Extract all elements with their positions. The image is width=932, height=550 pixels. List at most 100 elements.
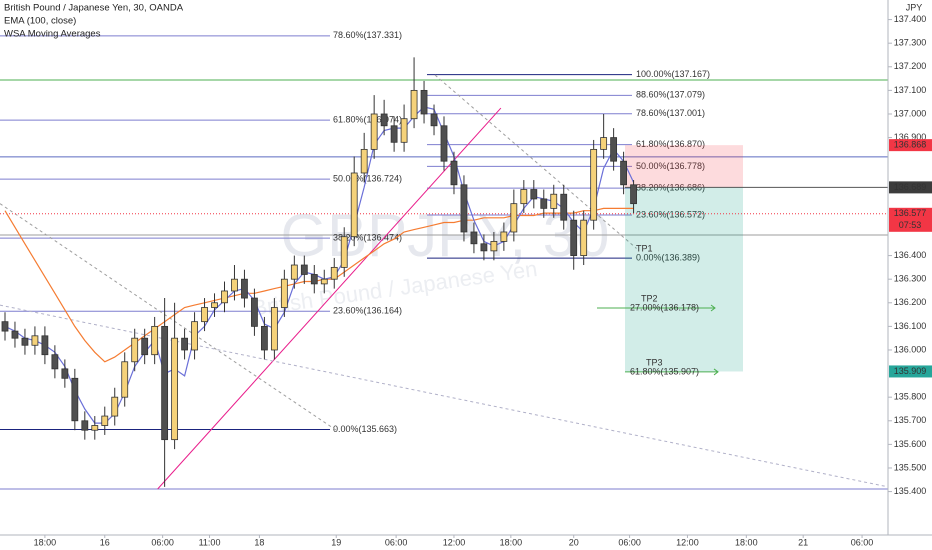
moving-average xyxy=(4,106,635,424)
candle-body xyxy=(21,337,29,346)
candle-body xyxy=(600,137,608,150)
fib-label: 38.20%(136.474) xyxy=(333,232,402,242)
x-tick-label: 19 xyxy=(331,537,341,547)
candle-body xyxy=(171,337,179,441)
candle-body xyxy=(440,125,448,162)
y-tick-label: 137.100 xyxy=(894,85,927,95)
x-tick-label: 16 xyxy=(100,537,110,547)
data-layer xyxy=(1,57,637,487)
target-arrow xyxy=(710,304,716,312)
price-tag xyxy=(889,181,932,194)
moving-average xyxy=(4,207,634,363)
target-name: TP3 xyxy=(646,357,663,367)
candle-body xyxy=(71,377,79,422)
target-label: 61.80%(135.907) xyxy=(630,366,699,376)
candle-body xyxy=(420,89,428,115)
target-name: TP2 xyxy=(641,293,658,303)
candle-body xyxy=(390,125,398,143)
candle-body xyxy=(410,89,418,120)
candle-body xyxy=(620,160,627,186)
candle-body xyxy=(500,231,508,242)
candle-body xyxy=(251,297,258,327)
fib-label: 50.00%(136.724) xyxy=(333,173,402,183)
y-tick-label: 137.300 xyxy=(894,38,927,48)
candle-body xyxy=(630,184,637,205)
candle-body xyxy=(181,337,188,351)
x-tick-label: 06:00 xyxy=(385,537,408,547)
candle-body xyxy=(121,361,129,398)
countdown-label: 07:53 xyxy=(899,220,922,230)
x-tick-label: 12:00 xyxy=(676,537,699,547)
fib-label: 0.00%(136.389) xyxy=(636,253,700,263)
trend-line xyxy=(434,74,637,249)
candle-body xyxy=(610,137,618,162)
candle-body xyxy=(550,193,558,209)
y-tick-label: 136.400 xyxy=(894,250,927,260)
stop-zone xyxy=(625,145,743,188)
candle-body xyxy=(460,184,468,233)
fib-label: 88.60%(137.079) xyxy=(636,90,705,100)
fib-label: 23.60%(136.572) xyxy=(636,209,705,219)
x-tick-label: 18 xyxy=(254,537,264,547)
candle-body xyxy=(91,425,99,431)
candle-body xyxy=(570,219,578,256)
y-tick-label: 136.900 xyxy=(894,132,927,142)
y-tick-label: 136.000 xyxy=(894,344,927,354)
y-tick-label: 136.300 xyxy=(894,274,927,284)
target-name: TP1 xyxy=(636,244,653,254)
candle-body xyxy=(111,396,119,417)
legend: British Pound / Japanese Yen, 30, OANDA … xyxy=(4,3,184,40)
fib-label: 78.60%(137.001) xyxy=(636,108,705,118)
target-zone xyxy=(625,187,743,372)
y-tick-label: 137.000 xyxy=(894,108,927,118)
candle-body xyxy=(81,420,89,431)
drawing-layer: 78.60%(137.331) 61.80%(136.974) 50.00%(136… xyxy=(0,30,889,490)
candle-body xyxy=(480,243,488,252)
candle-body xyxy=(261,325,268,351)
candle-body xyxy=(360,148,368,174)
candle-body xyxy=(270,307,278,351)
price-tag-label: 136.868 xyxy=(894,140,927,150)
trend-line xyxy=(0,304,889,488)
trend-line xyxy=(0,203,337,431)
legend-entry[interactable]: EMA (100, close) xyxy=(4,16,76,27)
x-tick-label: 11:00 xyxy=(199,537,221,547)
price-tag-label: 135.909 xyxy=(894,366,927,376)
y-tick-label: 135.400 xyxy=(894,486,927,496)
candle-body xyxy=(370,113,378,150)
y-tick-label: 137.200 xyxy=(894,61,927,71)
fib-label: 78.60%(137.331) xyxy=(333,30,402,40)
fib-label: 0.00%(135.663) xyxy=(333,424,397,434)
candle-body xyxy=(31,335,39,346)
candle-body xyxy=(320,278,328,285)
x-tick-label: 20 xyxy=(569,537,579,547)
candle-body xyxy=(290,264,298,280)
candle-body xyxy=(590,148,598,221)
candle-body xyxy=(400,118,408,143)
price-tag xyxy=(889,365,932,378)
x-tick-label: 18:00 xyxy=(735,537,758,547)
currency-label: JPY xyxy=(906,2,923,12)
candle-body xyxy=(51,354,59,370)
x-tick-label: 18:00 xyxy=(34,537,57,547)
x-tick-label: 06:00 xyxy=(618,537,641,547)
candle-body xyxy=(300,264,308,275)
candle-body xyxy=(340,236,348,268)
price-tag-label: 136.577 xyxy=(894,208,927,218)
x-tick-label: 06:00 xyxy=(851,537,874,547)
price-tag xyxy=(889,139,932,152)
x-tick-label: 21 xyxy=(798,537,808,547)
candle-body xyxy=(330,266,338,280)
price-axis-bg xyxy=(888,0,932,550)
y-tick-label: 137.400 xyxy=(894,14,927,24)
legend-entry[interactable]: WSA Moving Averages xyxy=(4,29,101,40)
time-axis-bg xyxy=(0,535,932,550)
candle-body xyxy=(520,189,528,205)
candle-body xyxy=(151,325,159,356)
y-tick-label: 135.600 xyxy=(894,439,927,449)
candle-body xyxy=(560,193,568,221)
candle-body xyxy=(310,274,318,285)
candle-body xyxy=(1,321,9,332)
